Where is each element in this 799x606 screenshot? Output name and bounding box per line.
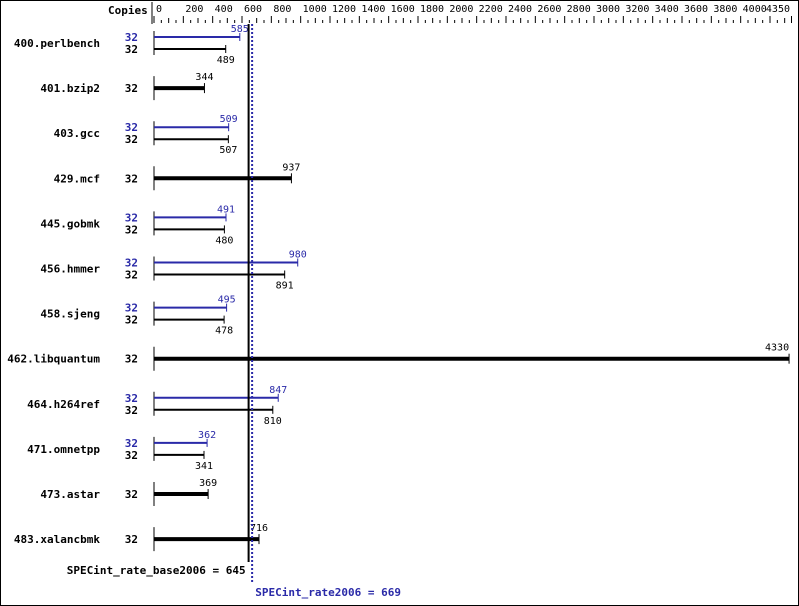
benchmark-473.astar: 473.astar 32 369 (40, 478, 217, 506)
peak-copies: 32 (125, 31, 138, 44)
tick-label: 1000 (303, 4, 327, 15)
tick-label: 4000 (743, 4, 767, 15)
base-copies: 32 (125, 133, 138, 146)
tick-label: 3600 (684, 4, 708, 15)
base-value-label: 344 (195, 72, 213, 83)
benchmark-401.bzip2: 401.bzip2 32 344 (40, 72, 213, 101)
benchmark-403.gcc: 403.gcc 32 509 32 507 (54, 114, 238, 156)
benchmark-label: 464.h264ref (27, 398, 100, 411)
peak-value-label: 980 (289, 250, 307, 261)
peak-value-label: 847 (269, 385, 287, 396)
tick-label: 1200 (332, 4, 356, 15)
tick-label: 200 (185, 4, 203, 15)
base-copies: 32 (125, 353, 138, 366)
base-value-label: 716 (250, 523, 268, 534)
tick-label: 2600 (537, 4, 561, 15)
benchmark-label: 471.omnetpp (27, 443, 100, 456)
peak-copies: 32 (125, 392, 138, 405)
base-value-label: 507 (219, 145, 237, 156)
peak-value-label: 491 (217, 204, 235, 215)
peak-value-label: 495 (218, 295, 236, 306)
tick-label: 3200 (625, 4, 649, 15)
base-copies: 32 (125, 533, 138, 546)
base-copies: 32 (125, 223, 138, 236)
benchmark-429.mcf: 429.mcf 32 937 (54, 162, 300, 191)
benchmark-456.hmmer: 456.hmmer 32 980 32 891 (40, 250, 306, 292)
benchmark-400.perlbench: 400.perlbench 32 585 32 489 (14, 24, 249, 66)
benchmark-label: 400.perlbench (14, 37, 100, 50)
base-value-label: 937 (282, 162, 300, 173)
tick-label: 600 (244, 4, 262, 15)
peak-copies: 32 (125, 211, 138, 224)
peak-value-label: 585 (231, 24, 249, 35)
benchmark-445.gobmk: 445.gobmk 32 491 32 480 (40, 204, 235, 246)
base-value-label: 489 (217, 55, 235, 66)
benchmark-471.omnetpp: 471.omnetpp 32 362 32 341 (27, 430, 216, 472)
base-summary-label: SPECint_rate_base2006 = 645 (67, 564, 246, 577)
tick-label: 3400 (655, 4, 679, 15)
tick-label: 2200 (479, 4, 503, 15)
tick-label: 2000 (449, 4, 473, 15)
tick-label: 1600 (391, 4, 415, 15)
base-copies: 32 (125, 172, 138, 185)
tick-label: 2400 (508, 4, 532, 15)
tick-label: 3000 (596, 4, 620, 15)
tick-label: 0 (156, 4, 162, 15)
base-value-label: 480 (215, 235, 233, 246)
base-value-label: 891 (276, 281, 294, 292)
base-copies: 32 (125, 449, 138, 462)
benchmark-483.xalancbmk: 483.xalancbmk 32 716 (14, 523, 268, 552)
base-value-label: 478 (215, 326, 233, 337)
peak-copies: 32 (125, 302, 138, 315)
base-value-label: 341 (195, 461, 213, 472)
tick-label: 1800 (420, 4, 444, 15)
benchmark-label: 483.xalancbmk (14, 533, 100, 546)
benchmark-label: 456.hmmer (40, 263, 100, 276)
peak-summary-label: SPECint_rate2006 = 669 (255, 586, 401, 599)
tick-label: 2800 (567, 4, 591, 15)
benchmark-label: 401.bzip2 (40, 82, 100, 95)
tick-label: 1400 (361, 4, 385, 15)
benchmark-462.libquantum: 462.libquantum 32 4330 (7, 343, 790, 371)
peak-copies: 32 (125, 121, 138, 134)
base-copies: 32 (125, 314, 138, 327)
base-value-label: 369 (199, 478, 217, 489)
benchmark-label: 462.libquantum (7, 353, 100, 366)
peak-copies: 32 (125, 257, 138, 270)
peak-copies: 32 (125, 437, 138, 450)
base-copies: 32 (125, 269, 138, 282)
base-copies: 32 (125, 43, 138, 56)
copies-header: Copies (108, 4, 148, 17)
tick-label: 4350 (766, 4, 790, 15)
benchmark-label: 458.sjeng (40, 308, 100, 321)
base-value-label: 810 (264, 416, 282, 427)
tick-label: 3800 (713, 4, 737, 15)
benchmark-label: 445.gobmk (40, 217, 100, 230)
base-copies: 32 (125, 82, 138, 95)
benchmark-label: 403.gcc (54, 127, 100, 140)
benchmark-label: 473.astar (40, 488, 100, 501)
base-copies: 32 (125, 404, 138, 417)
benchmark-458.sjeng: 458.sjeng 32 495 32 478 (40, 295, 235, 337)
base-copies: 32 (125, 488, 138, 501)
base-value-label: 4330 (765, 343, 789, 354)
tick-label: 400 (215, 4, 233, 15)
tick-label: 800 (273, 4, 291, 15)
peak-value-label: 509 (220, 114, 238, 125)
peak-value-label: 362 (198, 430, 216, 441)
benchmark-464.h264ref: 464.h264ref 32 847 32 810 (27, 385, 287, 427)
benchmark-label: 429.mcf (54, 172, 100, 185)
